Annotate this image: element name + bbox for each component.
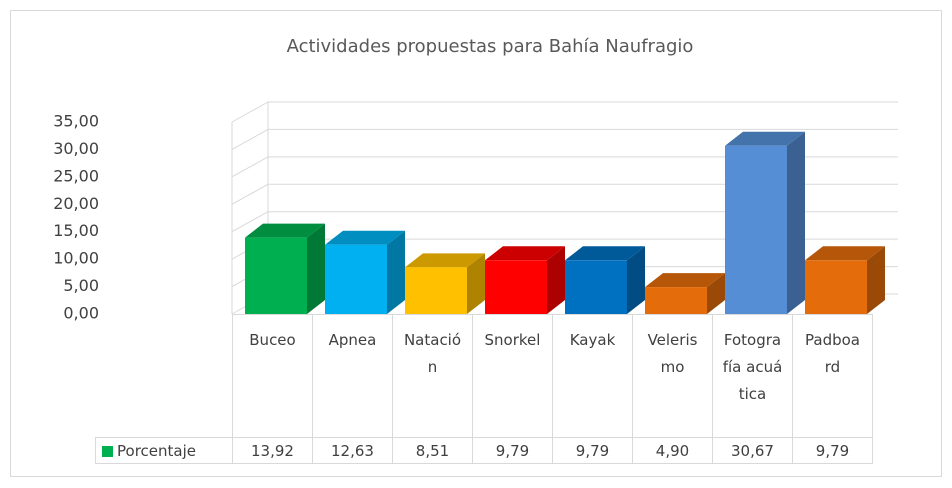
bar-side: [467, 253, 485, 314]
bar: [725, 131, 805, 314]
category-label: Snorkel: [484, 331, 541, 349]
category-cell: Apnea: [312, 314, 393, 438]
bar-side: [547, 246, 565, 314]
value-label: 4,90: [632, 437, 713, 464]
category-label: Fotografía acuática: [722, 331, 783, 403]
grid-line: [231, 128, 898, 150]
category-label: Buceo: [249, 331, 296, 349]
value-label: 9,79: [552, 437, 633, 464]
category-cell: Fotografía acuática: [712, 314, 793, 438]
bar: [565, 246, 645, 314]
bar: [405, 253, 485, 314]
bar-top: [405, 253, 485, 268]
bar-top: [245, 223, 325, 238]
y-tick-label: 15,00: [53, 221, 99, 240]
bar-side: [707, 273, 725, 314]
bar-side: [787, 131, 805, 314]
value-label: 8,51: [392, 437, 473, 464]
y-tick-label: 10,00: [53, 249, 99, 268]
data-table: Buceo Apnea Natación Snorkel Kayak Velerismo F…: [95, 314, 873, 464]
bar: [325, 230, 405, 314]
y-tick-label: 35,00: [53, 112, 99, 131]
y-tick-label: 5,00: [63, 276, 99, 295]
category-cell: Natación: [392, 314, 473, 438]
bar-side: [867, 246, 885, 314]
y-tick-label: 25,00: [53, 166, 99, 185]
value-row: Porcentaje 13,92 12,63 8,51 9,79 9,79 4,90 30,…: [95, 437, 873, 464]
bar-top: [565, 246, 645, 261]
bar: [805, 246, 885, 314]
value-label: 9,79: [792, 437, 873, 464]
bar-front: [805, 260, 867, 314]
bar: [485, 246, 565, 314]
bar: [645, 273, 725, 314]
bar-top: [325, 230, 405, 245]
value-label: 12,63: [312, 437, 393, 464]
legend-label: Porcentaje: [117, 441, 196, 460]
grid-line: [231, 156, 898, 178]
grid-line: [231, 183, 898, 205]
value-label: 13,92: [232, 437, 313, 464]
bar-side: [627, 246, 645, 314]
bar-front: [725, 145, 787, 314]
bar-front: [405, 267, 467, 314]
value-label: 9,79: [472, 437, 553, 464]
category-cell: Kayak: [552, 314, 633, 438]
grid-line: [231, 101, 898, 123]
category-label: Natación: [403, 331, 462, 376]
value-label: 30,67: [712, 437, 793, 464]
category-label: Apnea: [328, 331, 377, 349]
category-cell: Snorkel: [472, 314, 553, 438]
category-label: Kayak: [569, 331, 616, 349]
category-cell: Padboard: [792, 314, 873, 438]
bar-front: [645, 287, 707, 314]
bar-top: [645, 273, 725, 288]
bar-top: [805, 246, 885, 261]
bar-side: [387, 230, 405, 314]
y-tick-label: 30,00: [53, 139, 99, 158]
category-cell: Velerismo: [632, 314, 713, 438]
y-tick-label: 20,00: [53, 194, 99, 213]
legend-key: [102, 445, 113, 457]
chart-title: Actividades propuestas para Bahía Naufra…: [287, 36, 694, 57]
bar-front: [485, 260, 547, 314]
chart-frame: [10, 10, 942, 477]
bar-top: [725, 131, 805, 146]
bar-front: [565, 260, 627, 314]
legend-cell: Porcentaje: [95, 437, 233, 464]
category-row: Buceo Apnea Natación Snorkel Kayak Velerismo F…: [95, 314, 873, 438]
category-label: Velerismo: [647, 331, 698, 376]
bar-front: [245, 237, 307, 314]
category-label: Padboard: [805, 331, 860, 376]
bar-top: [485, 246, 565, 261]
grid-line: [231, 211, 898, 233]
bar-front: [325, 244, 387, 314]
bar: [245, 223, 325, 314]
category-cell: Buceo: [232, 314, 313, 438]
y-tick-label: 0,00: [63, 304, 99, 323]
bar-side: [307, 223, 325, 314]
